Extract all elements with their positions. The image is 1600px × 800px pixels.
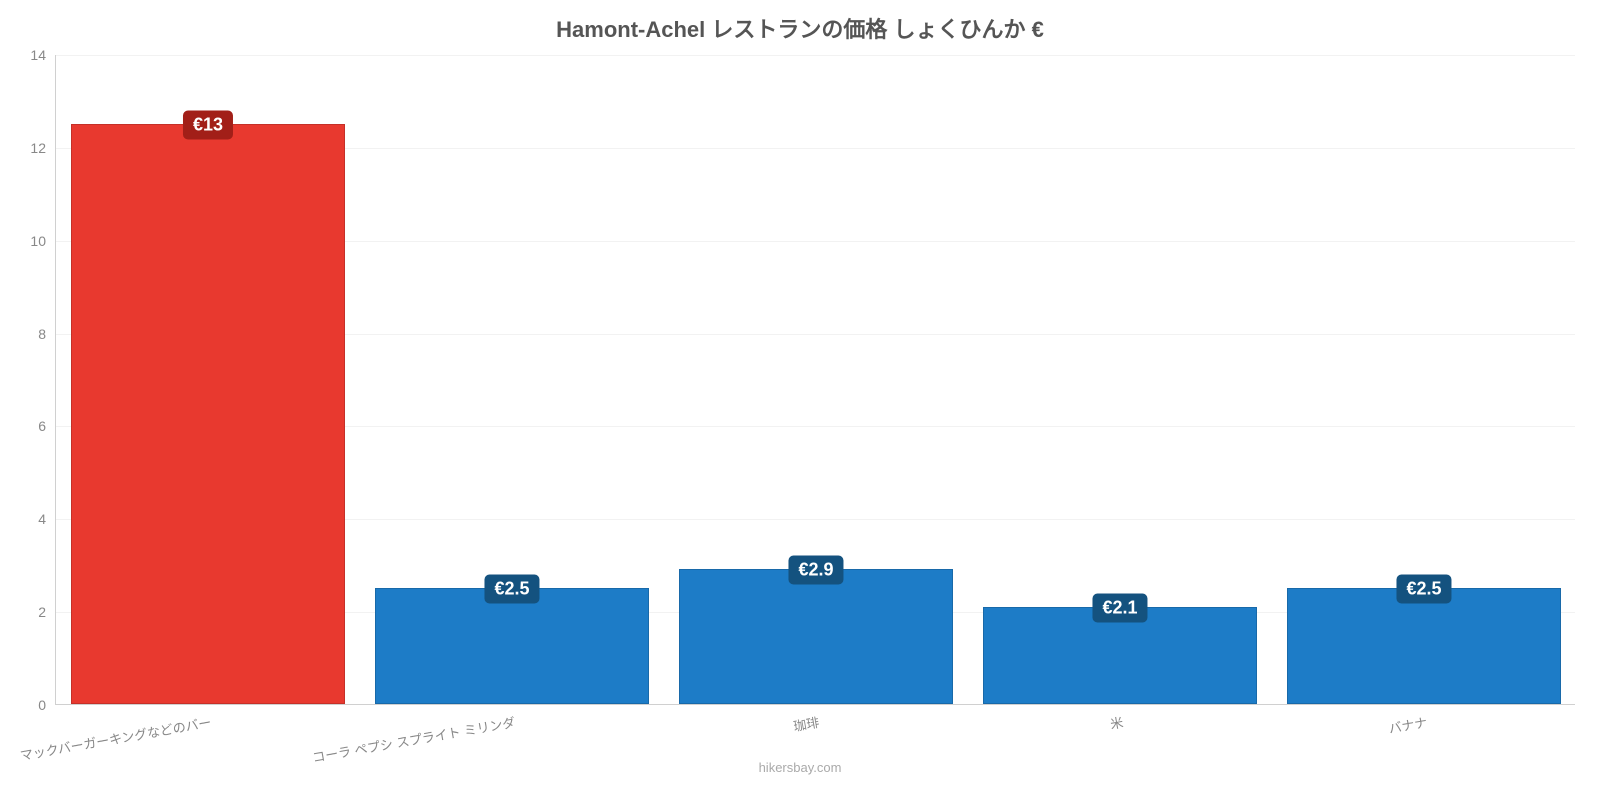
bar-value-label: €2.5: [1396, 574, 1451, 603]
x-tick-label: 珈琲: [790, 704, 820, 735]
y-tick-label: 14: [30, 47, 56, 63]
y-tick-label: 0: [38, 697, 56, 713]
bar: [1287, 588, 1561, 704]
bar-value-label: €2.5: [484, 574, 539, 603]
chart-title: Hamont-Achel レストランの価格 しょくひんか €: [0, 12, 1600, 44]
y-tick-label: 4: [38, 511, 56, 527]
x-tick-label: バナナ: [1386, 704, 1429, 737]
bar: [375, 588, 649, 704]
x-tick-label: コーラ ペプシ スプライト ミリンダ: [309, 704, 516, 766]
price-bar-chart: Hamont-Achel レストランの価格 しょくひんか € 024681012…: [0, 0, 1600, 800]
y-tick-label: 2: [38, 604, 56, 620]
y-tick-label: 8: [38, 326, 56, 342]
bar-value-label: €2.1: [1092, 593, 1147, 622]
bar-value-label: €13: [183, 110, 233, 139]
gridline: [56, 55, 1575, 56]
source-attribution: hikersbay.com: [0, 760, 1600, 775]
y-tick-label: 6: [38, 418, 56, 434]
y-tick-label: 12: [30, 140, 56, 156]
plot-area: 02468101214€13マックバーガーキングなどのバー€2.5コーラ ペプシ…: [55, 55, 1575, 705]
bar: [71, 124, 345, 704]
x-tick-label: マックバーガーキングなどのバー: [17, 704, 213, 764]
x-tick-label: 米: [1107, 704, 1125, 733]
y-tick-label: 10: [30, 233, 56, 249]
bar: [679, 569, 953, 704]
bar-value-label: €2.9: [788, 556, 843, 585]
